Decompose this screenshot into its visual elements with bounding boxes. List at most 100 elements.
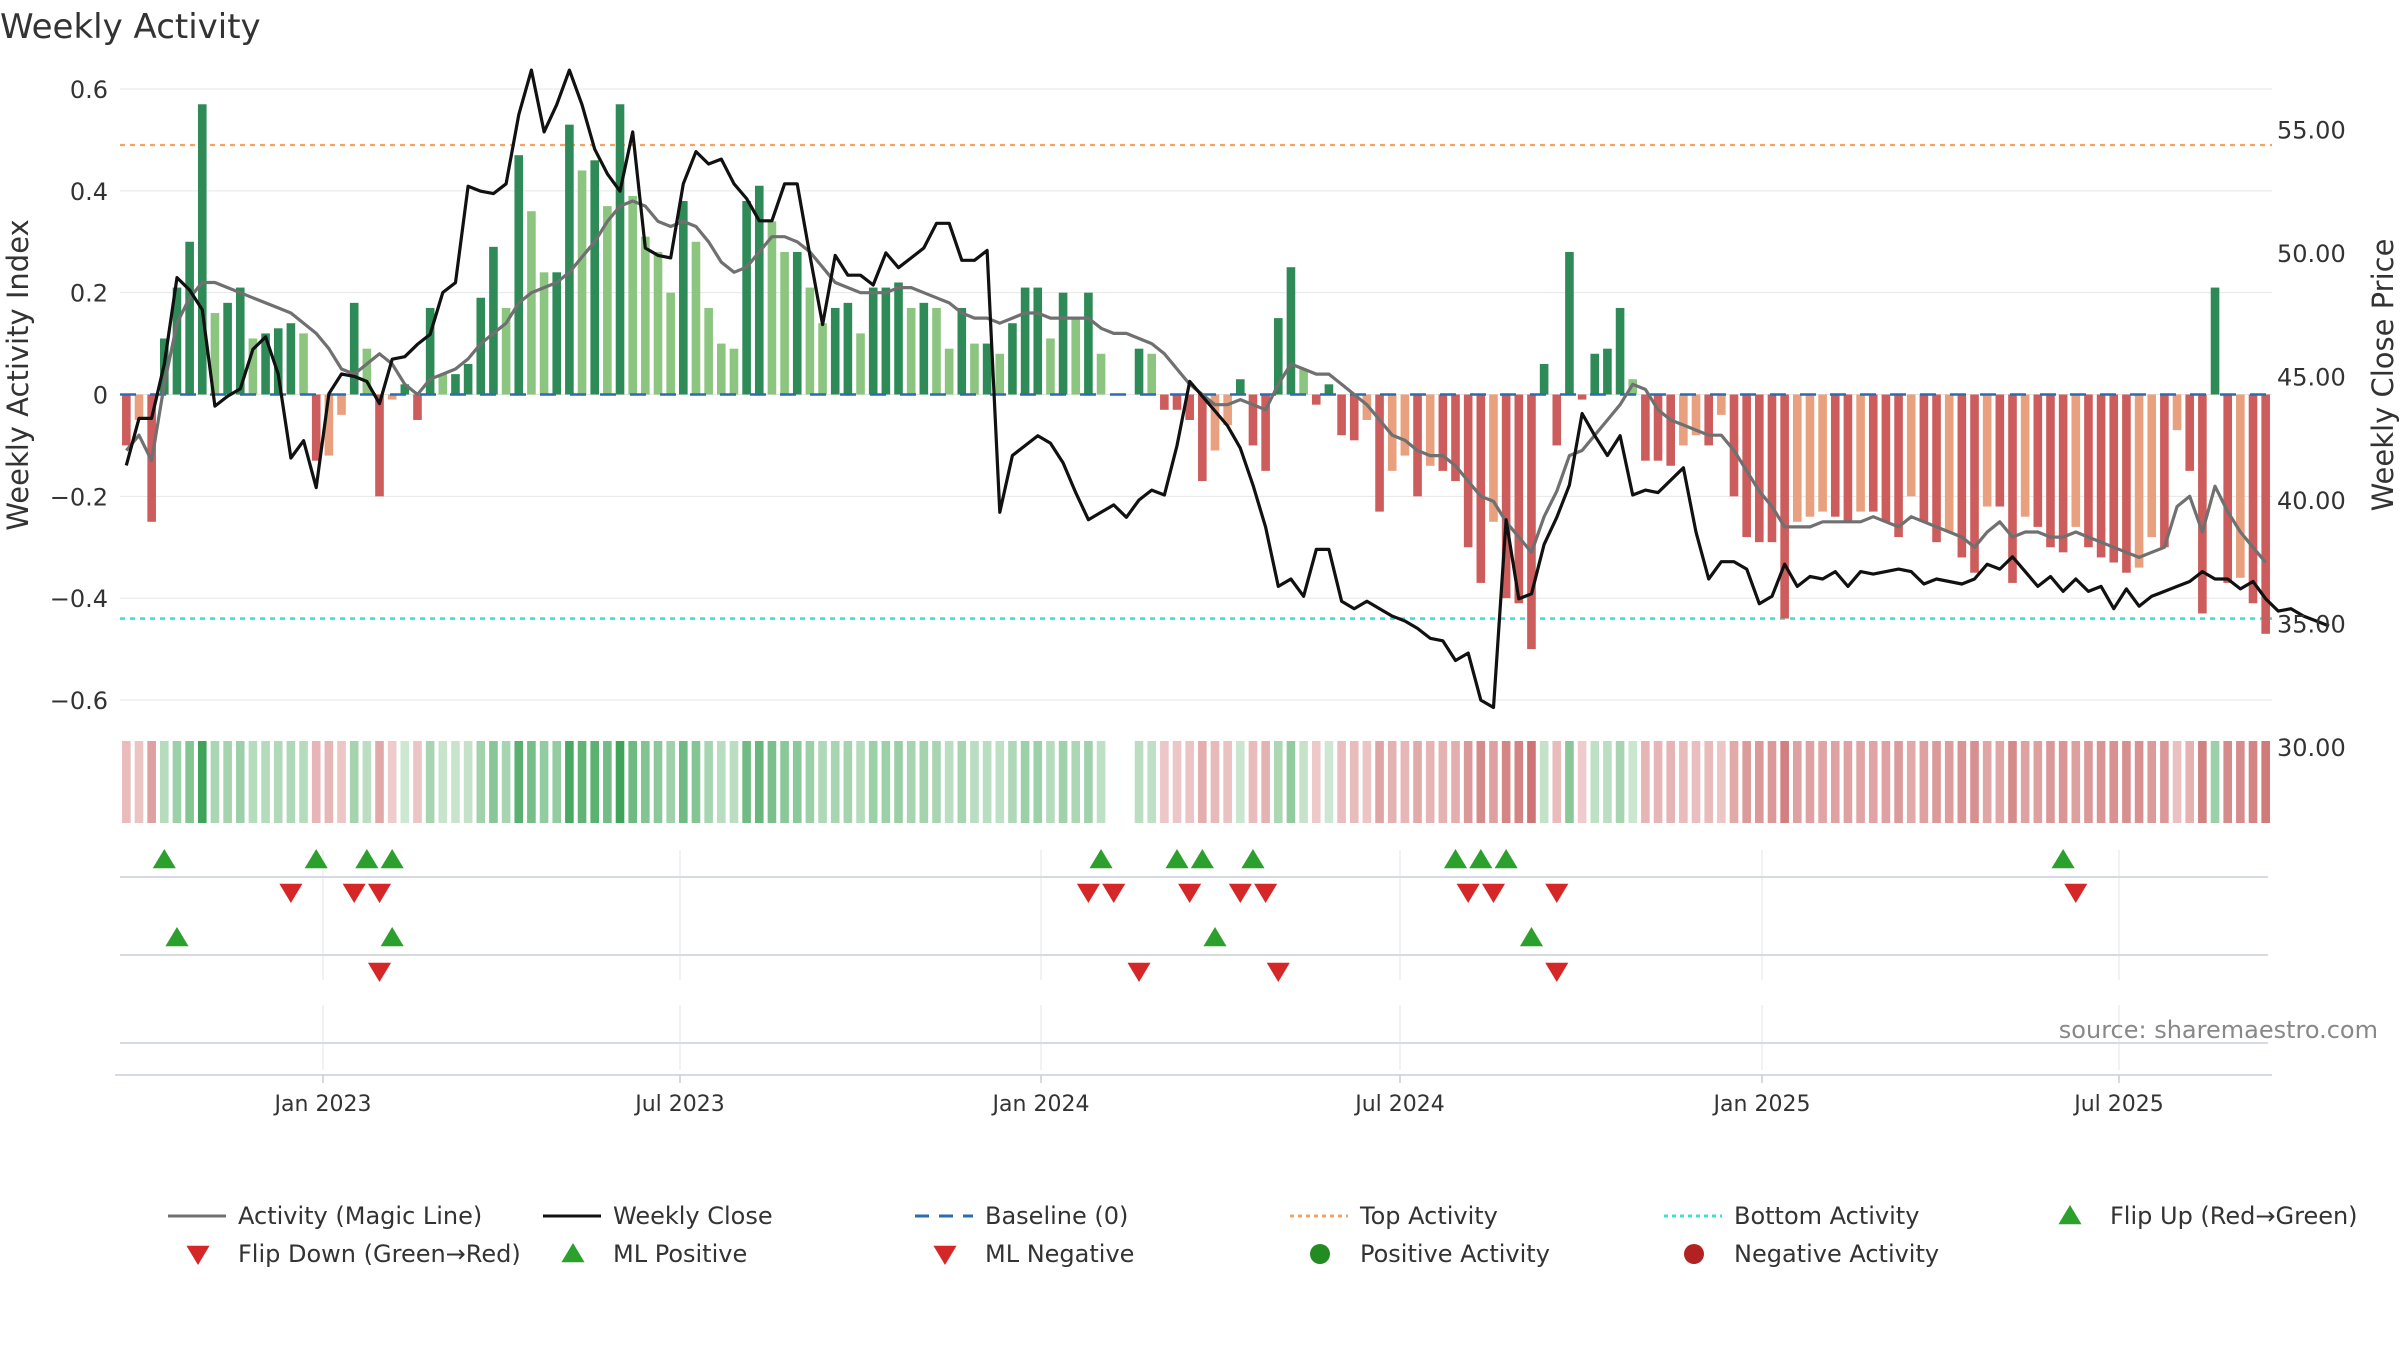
x-tick-label: Jul 2024: [1353, 1092, 1445, 1117]
strip-cell: [2223, 741, 2232, 823]
strip-cell: [1539, 741, 1549, 823]
activity-bar: [1653, 394, 1663, 461]
strip-cell: [1387, 741, 1397, 823]
strip-cell: [1413, 741, 1422, 823]
activity-bar: [1868, 394, 1878, 512]
strip-cell: [970, 741, 979, 823]
strip-cell: [906, 741, 916, 823]
activity-bar: [539, 272, 549, 395]
activity-bar: [2058, 394, 2068, 553]
activity-bar: [349, 302, 359, 395]
flip-up-marker: [1190, 849, 1214, 869]
strip-cell: [1286, 741, 1296, 823]
source-label: source: sharemaestro.com: [2059, 1016, 2378, 1044]
strip-cell: [2210, 741, 2220, 823]
strip-cell: [147, 741, 156, 823]
strip-cell: [1337, 741, 1346, 823]
strip-cell: [1615, 741, 1625, 823]
activity-bar: [261, 333, 270, 395]
activity-bar: [1489, 394, 1498, 522]
activity-bar: [1944, 394, 1954, 532]
activity-bar: [1995, 394, 2005, 507]
strip-cell: [273, 741, 283, 823]
activity-bar: [122, 394, 131, 446]
magic-line: [125, 199, 2267, 564]
activity-bar: [1273, 318, 1283, 395]
y-tick-label: −0.4: [50, 585, 108, 613]
strip-cell: [1830, 741, 1840, 823]
flip-up-marker: [1443, 849, 1468, 869]
y2-tick-label: 35.00: [2277, 610, 2346, 638]
activity-bar: [1590, 353, 1600, 395]
strip-cell: [2147, 741, 2157, 823]
strip-cell: [1299, 741, 1308, 823]
strip-cell: [1527, 741, 1536, 823]
strip-cell: [1261, 741, 1270, 823]
reference-lines: [120, 143, 2272, 620]
activity-bar: [1261, 394, 1270, 471]
activity-bar: [324, 394, 334, 456]
strip-cell: [1033, 741, 1043, 823]
strip-cell: [2020, 741, 2030, 823]
activity-bar: [2198, 394, 2207, 614]
legend-flip-up-label: Flip Up (Red→Green): [2110, 1202, 2358, 1230]
flip-down-marker: [1456, 883, 1480, 903]
strip-cell: [1881, 741, 1891, 823]
strip-cell: [2071, 741, 2081, 823]
activity-bar: [1134, 348, 1144, 395]
legend-ml-positive-label: ML Positive: [613, 1240, 747, 1268]
y2-tick-label: 45.00: [2277, 363, 2346, 391]
activity-bar: [1818, 394, 1827, 512]
strip-cell: [1805, 741, 1815, 823]
y-tick-label: 0.2: [70, 280, 108, 308]
strip-cell: [425, 741, 435, 823]
strip-cell: [1185, 741, 1194, 823]
strip-cell: [1970, 741, 1979, 823]
activity-bar: [337, 394, 346, 415]
strip-cell: [881, 741, 891, 823]
strip-cell: [679, 741, 688, 823]
flip-down-marker: [1178, 883, 1202, 903]
activity-bar: [172, 287, 182, 395]
strip-cell: [2109, 741, 2119, 823]
strip-cell: [653, 741, 663, 823]
strip-cell: [1944, 741, 1954, 823]
flip-up-marker: [2051, 849, 2075, 869]
strip-cell: [1906, 741, 1916, 823]
activity-bar: [1349, 394, 1359, 441]
strip-cell: [1349, 741, 1359, 823]
strip-cell: [223, 741, 232, 823]
activity-bar: [1185, 394, 1194, 420]
strip-cell: [2046, 741, 2055, 823]
strip-cell: [1691, 741, 1701, 823]
strip-cell: [1982, 741, 1992, 823]
y2-axis-ticks: 55.00 50.00 45.00 40.00 35.00 30.00: [2277, 116, 2346, 762]
legend-positive-activity-label: Positive Activity: [1360, 1240, 1550, 1268]
strip-cell: [2172, 741, 2182, 823]
activity-bar: [1577, 394, 1587, 400]
activity-bar: [375, 394, 384, 497]
strip-cell: [1653, 741, 1663, 823]
strip-cell: [641, 741, 650, 823]
strip-cell: [539, 741, 549, 823]
activity-bar: [1084, 292, 1093, 395]
strip-cell: [1894, 741, 1903, 823]
activity-bar: [1919, 394, 1929, 522]
legend-weekly-close-label: Weekly Close: [613, 1202, 773, 1230]
legend-flip-down-label: Flip Down (Green→Red): [238, 1240, 521, 1268]
activity-bar: [1299, 369, 1308, 395]
strip-cell: [919, 741, 929, 823]
activity-bar: [2210, 287, 2220, 395]
activity-bar: [2160, 394, 2169, 548]
legend-magic-line-label: Activity (Magic Line): [238, 1202, 482, 1230]
strip-cell: [1792, 741, 1802, 823]
strip-cell: [767, 741, 777, 823]
strip-cell: [2122, 741, 2131, 823]
strip-cell: [2185, 741, 2195, 823]
activity-bar: [134, 394, 144, 420]
strip-cell: [2261, 741, 2270, 823]
activity-bar: [1755, 394, 1764, 543]
activity-bar: [1071, 318, 1081, 395]
strip-cell: [172, 741, 182, 823]
strip-cell: [1476, 741, 1486, 823]
